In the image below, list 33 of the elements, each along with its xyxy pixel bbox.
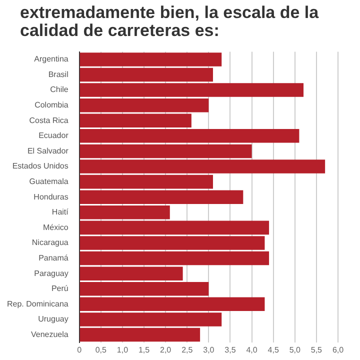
x-tick-label: 4,5	[268, 345, 280, 354]
y-tick-label: Paraguay	[34, 268, 68, 278]
x-tick-label: 3,5	[224, 345, 236, 354]
x-tick-label: 5,0	[289, 345, 302, 354]
y-tick-label: Nicaragua	[32, 238, 69, 248]
y-tick-label: Honduras	[34, 192, 68, 202]
x-tick-label: 5,5	[310, 345, 323, 354]
y-tick-label: Uruguay	[38, 314, 68, 324]
x-tick-label: 1,0	[116, 345, 129, 354]
x-tick-label: 1,5	[138, 345, 150, 354]
chart-title: extremadamente bien, la escala de la calidad de carreteras es:	[19, 2, 320, 42]
y-tick-label: Perú	[51, 284, 68, 294]
y-tick-label: Brasil	[48, 70, 69, 79]
y-tick-label: Chile	[50, 85, 69, 94]
y-tick-label: Guatemala	[29, 177, 69, 186]
x-tick-label: 6,0	[332, 345, 344, 354]
y-tick-label: Estados Unidos	[12, 162, 68, 171]
x-tick-label: 3,0	[203, 345, 215, 354]
x-tick-label: 2,0	[160, 345, 172, 354]
y-tick-label: El Salvador	[27, 146, 69, 156]
y-tick-label: Haití	[52, 208, 70, 217]
x-tick-label: 4,0	[246, 345, 258, 354]
x-tick-label: 0,5	[95, 345, 108, 354]
y-tick-label: Ecuador	[38, 131, 69, 140]
y-tick-label: Argentina	[34, 54, 69, 64]
x-tick-label: 2,5	[182, 345, 194, 354]
y-tick-label: Costa Rica	[29, 116, 69, 125]
y-tick-label: Rep. Dominicana	[6, 299, 69, 308]
x-tick-label: 0	[77, 345, 82, 354]
y-tick-label: Colombia	[34, 100, 69, 110]
y-tick-label: México	[43, 222, 69, 232]
y-tick-label: Venezuela	[30, 330, 69, 339]
y-tick-label: Panamá	[38, 253, 69, 262]
